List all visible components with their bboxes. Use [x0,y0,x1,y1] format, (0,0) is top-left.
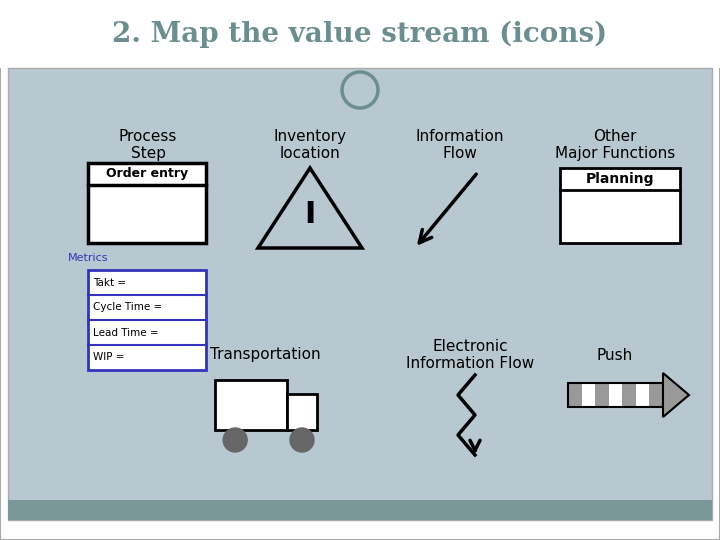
Text: Push: Push [597,348,633,362]
Text: Metrics: Metrics [68,253,109,263]
FancyBboxPatch shape [215,380,287,430]
Circle shape [223,428,247,452]
FancyBboxPatch shape [88,270,206,370]
Text: WIP =: WIP = [93,353,125,362]
Text: Information
Flow: Information Flow [415,129,504,161]
Polygon shape [663,373,689,417]
Text: Order entry: Order entry [106,167,188,180]
FancyBboxPatch shape [287,394,317,430]
FancyBboxPatch shape [649,383,663,407]
FancyBboxPatch shape [622,383,636,407]
FancyBboxPatch shape [595,383,608,407]
FancyBboxPatch shape [582,383,595,407]
Text: 2. Map the value stream (icons): 2. Map the value stream (icons) [112,21,608,48]
Text: Transportation: Transportation [210,348,320,362]
FancyBboxPatch shape [560,168,680,243]
FancyBboxPatch shape [8,500,712,520]
FancyBboxPatch shape [0,0,720,68]
Text: Electronic
Information Flow: Electronic Information Flow [406,339,534,371]
Circle shape [290,428,314,452]
Text: I: I [305,200,315,229]
Text: Takt =: Takt = [93,278,126,287]
Text: Lead Time =: Lead Time = [93,327,158,338]
Text: Process
Step: Process Step [119,129,177,161]
FancyBboxPatch shape [8,68,712,520]
Text: Cycle Time =: Cycle Time = [93,302,162,313]
Text: Other
Major Functions: Other Major Functions [555,129,675,161]
Text: Planning: Planning [586,172,654,186]
FancyBboxPatch shape [636,383,649,407]
FancyBboxPatch shape [568,383,582,407]
FancyBboxPatch shape [88,163,206,243]
Text: Inventory
location: Inventory location [274,129,346,161]
FancyBboxPatch shape [608,383,622,407]
